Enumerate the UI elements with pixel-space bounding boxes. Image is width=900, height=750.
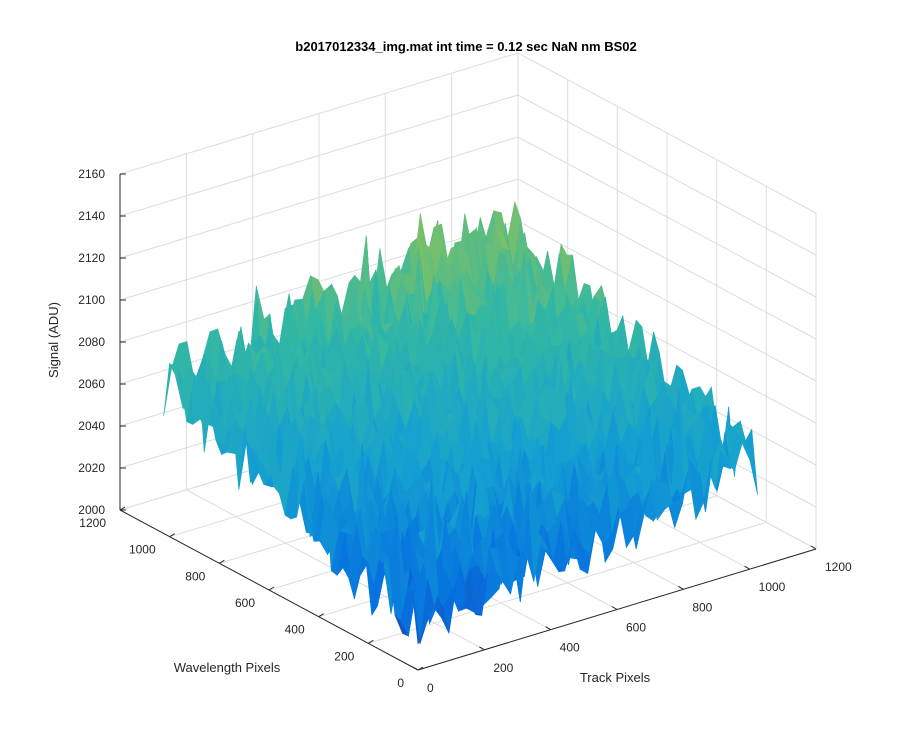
x-tick [545, 626, 551, 631]
z-tick-label: 2140 [78, 209, 105, 223]
y-tick [119, 506, 126, 511]
z-tick-label: 2120 [78, 251, 105, 265]
z-tick-label: 2020 [78, 461, 105, 475]
y-tick [318, 613, 324, 618]
y-tick-label: 0 [397, 676, 404, 690]
x-tick-label: 400 [560, 641, 580, 655]
z-tick-label: 2160 [78, 167, 105, 181]
y-tick-label: 200 [334, 649, 354, 663]
surface-patch [411, 590, 426, 645]
y-tick-label: 400 [285, 623, 305, 637]
x-tick [479, 646, 485, 651]
y-tick-label: 1200 [79, 516, 106, 530]
y-tick-label: 600 [235, 596, 255, 610]
y-tick [268, 586, 275, 591]
y-tick-label: 1000 [129, 543, 156, 557]
z-tick-label: 2040 [78, 419, 105, 433]
y-tick [169, 533, 175, 538]
y-tick-label: 800 [185, 569, 205, 583]
y-tick [219, 559, 225, 564]
x-tick-label: 1000 [759, 580, 786, 594]
axes [119, 173, 817, 671]
tick-labels: 2000202020402060208021002120214021600200… [78, 167, 852, 695]
x-tick-label: 800 [692, 600, 712, 614]
z-axis-label: Signal (ADU) [46, 302, 61, 378]
chart-title: b2017012334_img.mat int time = 0.12 sec … [295, 39, 636, 54]
y-tick [417, 666, 424, 671]
x-tick [810, 545, 817, 550]
z-tick-label: 2000 [78, 503, 105, 517]
y-axis-label: Wavelength Pixels [174, 660, 281, 675]
x-axis-label: Track Pixels [580, 670, 651, 685]
x-tick [744, 565, 750, 570]
x-tick-label: 600 [626, 621, 646, 635]
surface-patch [743, 428, 758, 495]
z-tick-label: 2080 [78, 335, 105, 349]
x-tick-label: 1200 [825, 560, 852, 574]
surface [163, 200, 758, 645]
x-tick [412, 666, 419, 671]
z-tick-label: 2060 [78, 377, 105, 391]
x-tick [611, 606, 618, 610]
x-tick-label: 0 [427, 681, 434, 695]
z-tick-label: 2100 [78, 293, 105, 307]
y-tick [368, 639, 374, 644]
x-tick-label: 200 [493, 661, 513, 675]
x-tick [678, 585, 684, 590]
